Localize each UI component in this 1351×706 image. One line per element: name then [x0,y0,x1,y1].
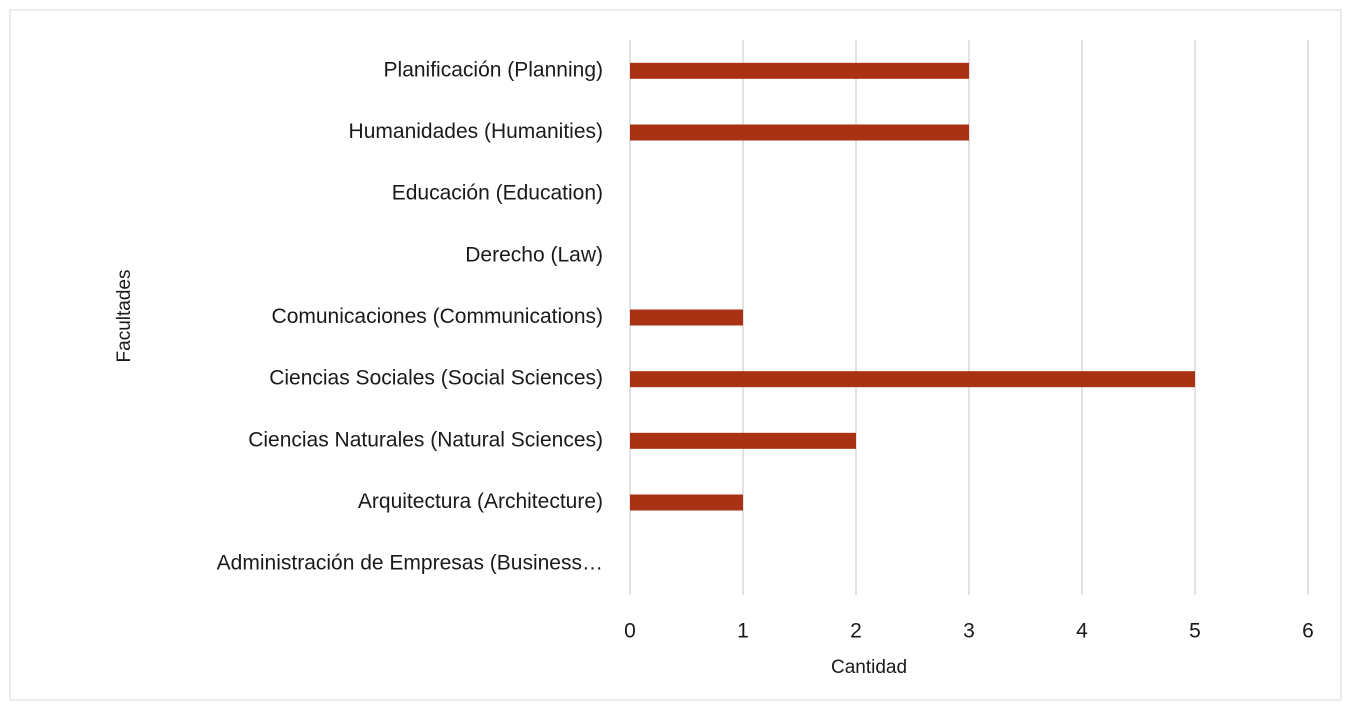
bar [630,124,969,141]
x-tick-label: 2 [850,620,862,643]
x-tick-label: 0 [624,620,636,643]
x-tick-label: 5 [1189,620,1201,643]
y-tick-label: Administración de Empresas (Business… [217,552,603,575]
y-tick-label: Humanidades (Humanities) [349,120,603,143]
y-tick-label: Ciencias Naturales (Natural Sciences) [248,428,603,451]
y-tick-label: Derecho (Law) [465,243,603,266]
bar [630,494,743,511]
x-tick-label: 4 [1076,620,1088,643]
y-axis-title: Facultades [114,270,135,363]
bar [630,309,743,326]
y-tick-label: Educación (Education) [392,182,603,205]
y-tick-label: Ciencias Sociales (Social Sciences) [269,367,603,390]
y-tick-label: Arquitectura (Architecture) [358,490,603,513]
y-tick-label: Planificación (Planning) [384,58,603,81]
bar [630,432,856,449]
x-tick-label: 6 [1302,620,1314,643]
bar [630,62,969,79]
bar [630,371,1195,388]
x-tick-label: 3 [963,620,975,643]
x-tick-label: 1 [737,620,749,643]
chart-border [9,9,1342,701]
x-axis-title: Cantidad [831,657,907,678]
y-tick-label: Comunicaciones (Communications) [272,305,603,328]
